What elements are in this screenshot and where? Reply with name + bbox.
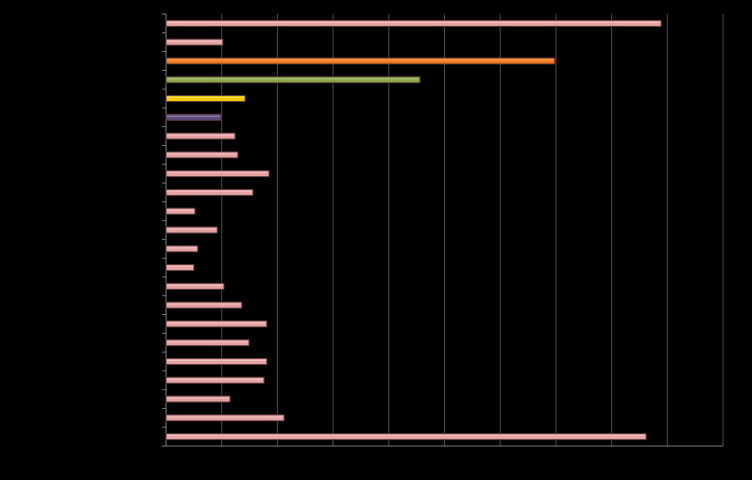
bar xyxy=(165,433,647,441)
bar xyxy=(165,19,662,27)
bar xyxy=(165,76,421,84)
bar xyxy=(165,301,243,309)
bar xyxy=(165,38,224,46)
bar xyxy=(165,282,225,290)
bar xyxy=(165,414,285,422)
bar xyxy=(165,376,265,384)
bar xyxy=(165,113,222,121)
bar xyxy=(165,207,196,215)
bar xyxy=(165,170,270,178)
bar xyxy=(165,151,239,159)
bar xyxy=(165,320,268,328)
bar xyxy=(165,95,246,103)
bar xyxy=(165,57,556,65)
bar xyxy=(165,339,250,347)
bar xyxy=(165,132,236,140)
bar xyxy=(165,245,199,253)
bar xyxy=(165,357,268,365)
bar xyxy=(165,188,254,196)
bar xyxy=(165,264,195,272)
bar xyxy=(165,395,231,403)
bar xyxy=(165,226,218,234)
